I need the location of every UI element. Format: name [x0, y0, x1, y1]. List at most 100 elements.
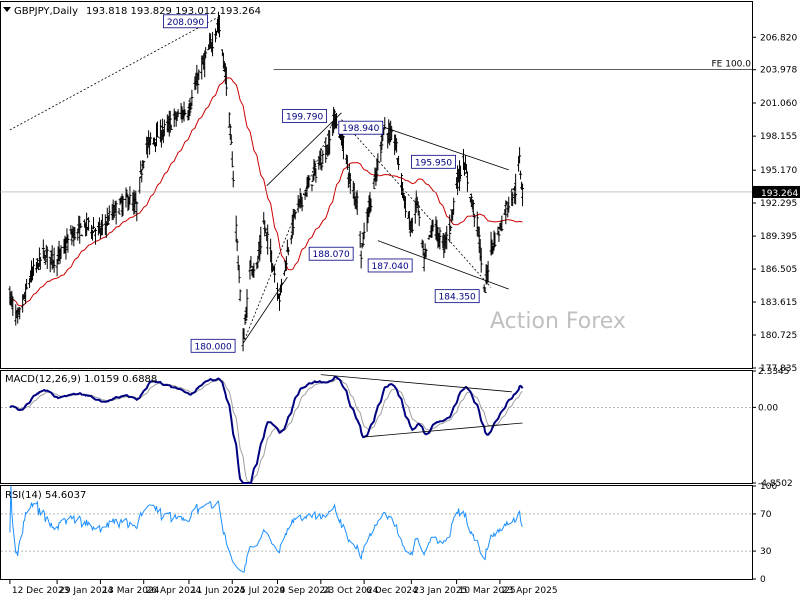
- rally-line-dashed[interactable]: [242, 117, 335, 344]
- macd-tick-label: 2.3345: [758, 367, 790, 377]
- price-bar: [359, 250, 363, 269]
- price-bar: [79, 223, 83, 229]
- price-bar: [196, 72, 200, 94]
- price-bar: [106, 215, 110, 225]
- price-bar: [521, 183, 525, 207]
- price-bar: [375, 159, 379, 182]
- channel-line-lower[interactable]: [242, 276, 288, 344]
- price-bar: [90, 224, 94, 239]
- annotation-label: 184.350: [439, 293, 476, 303]
- price-panel[interactable]: [0, 1, 753, 369]
- price-bar: [209, 33, 213, 49]
- price-bar: [217, 15, 221, 38]
- price-bar: [114, 200, 118, 225]
- price-bar: [273, 265, 277, 283]
- trend-line-dotted[interactable]: [9, 16, 219, 131]
- price-bar: [369, 198, 373, 212]
- date-tick-label: 29 Jan 2024: [59, 586, 113, 596]
- price-bar: [471, 199, 475, 216]
- price-bar: [277, 293, 281, 311]
- macd-trend-line-upper[interactable]: [320, 374, 512, 393]
- macd-signal-line: [9, 378, 523, 484]
- price-bar: [112, 206, 116, 219]
- price-bar: [410, 217, 414, 234]
- price-bar: [259, 226, 263, 255]
- annotation-label: 187.040: [372, 262, 409, 272]
- price-bar: [416, 202, 420, 216]
- price-tick-label: 198.155: [760, 132, 797, 142]
- price-bar: [38, 256, 42, 270]
- price-bar: [42, 250, 46, 261]
- price-bar: [452, 197, 456, 215]
- rsi-tick-label: 30: [760, 547, 772, 557]
- date-tick-label: 23 Oct 2024: [323, 586, 379, 596]
- date-tick-label: 10 Mar 2025: [459, 586, 516, 596]
- price-bar: [107, 205, 111, 221]
- price-bar: [335, 113, 339, 129]
- price-bar: [438, 227, 442, 250]
- price-bar: [431, 219, 435, 232]
- macd-trend-line-lower[interactable]: [364, 422, 523, 438]
- rsi-title: RSI(14) 54.6037: [5, 490, 86, 501]
- price-bar: [504, 200, 508, 225]
- price-bar: [121, 195, 125, 216]
- price-bar: [228, 124, 232, 140]
- price-bar: [169, 124, 173, 130]
- dropdown-triangle-icon[interactable]: [3, 7, 11, 12]
- date-tick-label: 25 Jul 2024: [234, 586, 285, 596]
- price-bar: [490, 239, 494, 255]
- decline-line-dashed[interactable]: [341, 119, 492, 288]
- price-bar: [249, 256, 253, 268]
- price-bar: [397, 155, 401, 171]
- channel-line-upper[interactable]: [266, 112, 342, 187]
- price-bar: [291, 208, 295, 236]
- price-bar: [87, 217, 91, 231]
- price-bar: [92, 217, 96, 230]
- price-bar: [138, 176, 142, 194]
- price-bar: [128, 186, 132, 205]
- price-bar: [321, 150, 325, 165]
- price-bar: [341, 135, 345, 160]
- price-bar: [183, 109, 187, 116]
- price-layer: FE 100.0 208.090 180.000 199.790 188.070 198.…: [0, 11, 752, 353]
- price-bar: [224, 66, 228, 96]
- price-bar: [11, 296, 15, 316]
- price-bar: [176, 109, 180, 116]
- watermark: Action Forex: [490, 309, 626, 334]
- price-bar: [380, 133, 384, 151]
- price-bar: [328, 130, 332, 155]
- price-bar: [486, 261, 490, 283]
- fe-level-label: FE 100.0: [712, 60, 752, 70]
- price-tick-label: 203.978: [760, 66, 797, 76]
- annotation-box: [411, 154, 456, 169]
- price-bar: [361, 232, 365, 247]
- rsi-tick-label: 100: [760, 482, 777, 492]
- price-bar: [245, 289, 249, 318]
- wedge-line-upper[interactable]: [383, 126, 509, 171]
- date-tick-label: 12 Dec 2023: [12, 586, 70, 596]
- price-tick-label: 192.295: [760, 199, 797, 209]
- annotation-box: [282, 109, 327, 123]
- wedge-line-lower[interactable]: [377, 240, 509, 290]
- date-tick-label: 13 Mar 2024: [102, 586, 159, 596]
- price-bar: [424, 248, 428, 258]
- annotation-box: [308, 246, 354, 261]
- macd-line: [9, 375, 524, 484]
- price-bar: [362, 222, 366, 240]
- last-price-tag: [753, 185, 800, 198]
- macd-tick-label: -4.8502: [758, 479, 793, 489]
- price-bar: [266, 224, 270, 255]
- annotation-label: 198.940: [342, 124, 379, 134]
- price-bar: [449, 225, 453, 232]
- price-tick-label: 195.170: [760, 166, 797, 176]
- price-tick-label: 201.060: [760, 99, 797, 109]
- macd-panel[interactable]: [0, 370, 753, 484]
- price-bar: [505, 201, 509, 206]
- price-bar: [252, 262, 256, 278]
- price-bar: [243, 314, 247, 325]
- rsi-panel[interactable]: [0, 485, 753, 580]
- price-bar: [237, 265, 241, 284]
- price-bar: [348, 173, 352, 194]
- price-tick-label: 183.615: [760, 298, 797, 308]
